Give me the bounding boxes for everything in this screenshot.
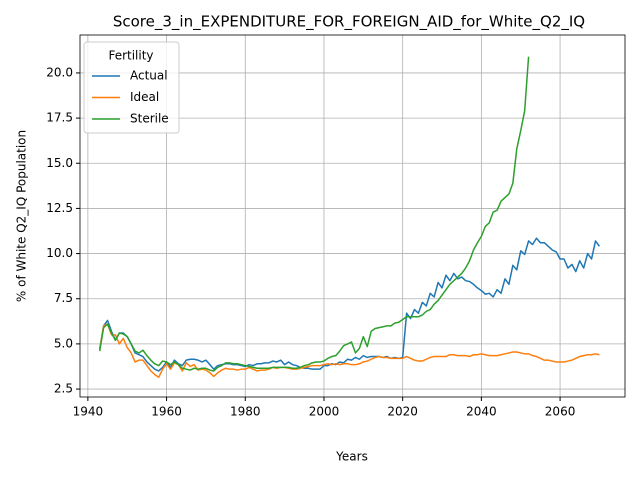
plot-frame (79, 34, 626, 398)
x-tick-label: 1940 (73, 405, 104, 419)
x-tick-label: 1960 (151, 405, 182, 419)
legend-label: Actual (130, 69, 168, 83)
x-tick-label: 1980 (230, 405, 261, 419)
y-tick-label: 2.5 (54, 382, 73, 396)
legend-label: Ideal (130, 90, 159, 104)
y-tick-label: 5.0 (54, 336, 73, 350)
y-tick-label: 15.0 (46, 156, 73, 170)
y-tick-label: 20.0 (46, 65, 73, 79)
x-tick-label: 2020 (387, 405, 418, 419)
x-tick-label: 2040 (466, 405, 497, 419)
legend-label: Sterile (130, 112, 169, 126)
x-axis-label: Years (335, 450, 368, 464)
line-series (98, 56, 530, 372)
legend-box (83, 41, 180, 134)
x-tick-label: 2000 (309, 405, 340, 419)
chart-title: Score_3_in_EXPENDITURE_FOR_FOREIGN_AID_f… (113, 13, 585, 32)
y-tick-label: 17.5 (46, 111, 73, 125)
line-series (98, 237, 601, 372)
y-tick-label: 10.0 (46, 246, 73, 260)
y-tick-label: 12.5 (46, 201, 73, 215)
x-tick-label: 2060 (545, 405, 576, 419)
legend-title: Fertility (108, 49, 153, 63)
y-axis-label: % of White Q2_IQ Population (15, 130, 29, 302)
line-series (98, 323, 600, 379)
y-tick-label: 7.5 (54, 291, 73, 305)
